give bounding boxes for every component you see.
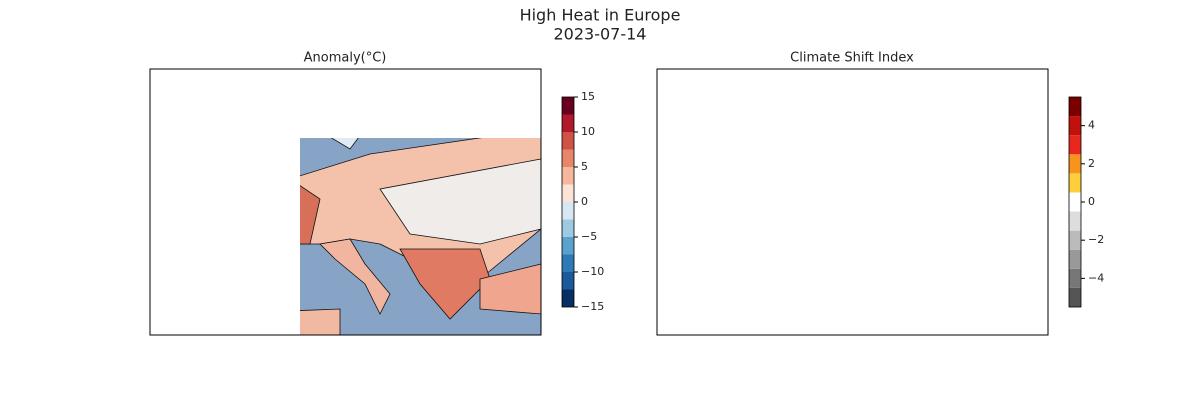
colorbar-segment: [1069, 97, 1081, 117]
figure-title: High Heat in Europe: [520, 6, 681, 25]
colorbar-tick-label: 4: [1088, 119, 1095, 132]
colorbar-tick-label: 2: [1088, 157, 1095, 170]
colorbar-segment: [562, 132, 574, 150]
colorbar-tick-label: −4: [1088, 271, 1104, 284]
colorbar-tick-label: −10: [581, 265, 604, 278]
colorbar-segment: [562, 219, 574, 237]
colorbar-segment: [562, 272, 574, 290]
colorbar-tick-label: −15: [581, 300, 604, 313]
colorbar-segment: [1069, 230, 1081, 250]
colorbar-segment: [562, 114, 574, 132]
colorbar-segment: [562, 97, 574, 115]
map-frame: [656, 68, 1049, 336]
figure-subtitle: 2023-07-14: [554, 25, 647, 44]
colorbar-segment: [562, 184, 574, 202]
colorbar-segment: [562, 202, 574, 220]
colorbar-tick-label: −5: [581, 230, 597, 243]
colorbar-tick-label: 0: [581, 195, 588, 208]
colorbar-segment: [562, 167, 574, 185]
colorbar-tick-label: 15: [581, 90, 595, 103]
colorbar-segment: [1069, 249, 1081, 269]
colorbar-tick-label: 10: [581, 125, 595, 138]
colorbar-segment: [562, 149, 574, 167]
panel-title: Climate Shift Index: [790, 51, 914, 66]
colorbar-segment: [1069, 211, 1081, 231]
colorbar-segment: [562, 237, 574, 255]
colorbar-segment: [1069, 268, 1081, 288]
colorbar-tick-label: 5: [581, 160, 588, 173]
panel-title: Anomaly(°C): [304, 51, 387, 66]
colorbar-segment: [1069, 116, 1081, 136]
colorbar-segment: [1069, 154, 1081, 174]
colorbar-segment: [562, 289, 574, 307]
colorbar-segment: [1069, 192, 1081, 212]
colorbar-tick-label: −2: [1088, 233, 1104, 246]
colorbar-segment: [1069, 135, 1081, 155]
colorbar-segment: [1069, 173, 1081, 193]
csi-map: [657, 69, 1048, 335]
anomaly-map: [300, 138, 542, 336]
colorbar-segment: [562, 254, 574, 272]
map-frame: [149, 68, 542, 336]
colorbar-segment: [1069, 287, 1081, 307]
colorbar-tick-label: 0: [1088, 195, 1095, 208]
